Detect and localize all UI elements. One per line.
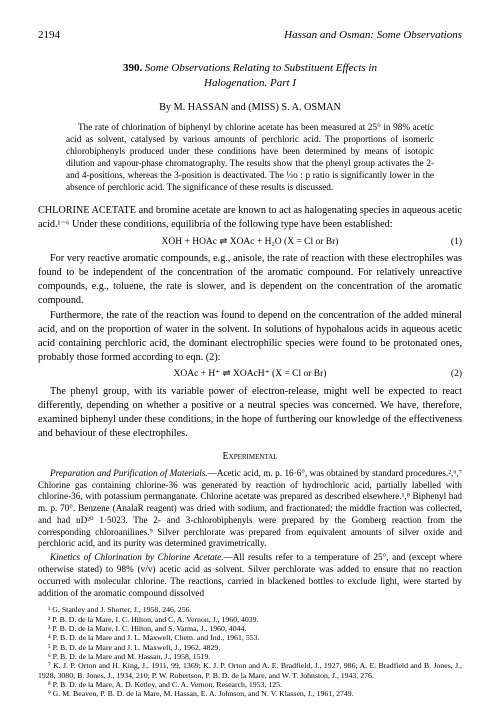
ref-item: ⁴ P. B. D. de la Mare and J. L. Maxwell,… [38, 633, 462, 642]
page-header: 2194 Hassan and Osman: Some Observations [38, 28, 462, 43]
eqn1-text: XOH + HOAc ⇌ XOAc + H₂O (X = Cl or Br) [162, 236, 339, 249]
page-number: 2194 [38, 28, 60, 43]
paper-title-line1: Some Observations Relating to Substituen… [145, 62, 377, 74]
ref-item: ⁶ P. B. D. de la Mare and M. Hassan, J.,… [38, 652, 462, 661]
ref-item: ¹ G. Stanley and J. Shorter, J., 1958, 2… [38, 605, 462, 614]
abstract: The rate of chlorination of biphenyl by … [66, 122, 434, 194]
ref-item: ³ P. B. D. de la Mare, I. C. Hilton, and… [38, 624, 462, 633]
eqn2-label: (2) [451, 368, 462, 381]
exp1-body: —Acetic acid, m. p. 16·6°, was obtained … [38, 468, 462, 549]
para1-lead: CHLORINE ACETATE [38, 205, 136, 216]
experimental-paragraph-2: Kinetics of Chlorination by Chlorine Ace… [38, 552, 462, 599]
body-paragraph-1: CHLORINE ACETATE and bromine acetate are… [38, 204, 462, 232]
body-paragraph-3: Furthermore, the rate of the reaction wa… [38, 309, 462, 364]
eqn2-text: XOAc + H⁺ ⇌ XOAcH⁺ (X = Cl or Br) [174, 368, 327, 381]
equation-1: XOH + HOAc ⇌ XOAc + H₂O (X = Cl or Br) (… [38, 236, 462, 249]
body-paragraph-2: For very reactive aromatic compounds, e.… [38, 252, 462, 307]
authors: By M. HASSAN and (MISS) S. A. OSMAN [38, 101, 462, 115]
section-head-experimental: Experimental [38, 450, 462, 464]
equation-2: XOAc + H⁺ ⇌ XOAcH⁺ (X = Cl or Br) (2) [38, 368, 462, 381]
paper-title-line2: Halogenation. Part I [204, 77, 296, 89]
ref-item: ⁸ P. B. D. de la Mare, A. D. Ketley, and… [38, 680, 462, 689]
experimental-paragraph-1: Preparation and Purification of Material… [38, 468, 462, 550]
paper-number: 390. [123, 62, 142, 74]
body-paragraph-4: The phenyl group, with its variable powe… [38, 385, 462, 440]
ref-item: ⁷ K. J. P. Orton and H. King, J., 1911, … [38, 661, 462, 680]
ref-item: ⁹ G. M. Beaven, P. B. D. de la Mare, M. … [38, 689, 462, 698]
ref-item: ⁵ P. B. D. de la Mare and J. L. Maxwell,… [38, 643, 462, 652]
running-head: Hassan and Osman: Some Observations [284, 28, 462, 43]
title-block: 390. Some Observations Relating to Subst… [38, 61, 462, 91]
ref-item: ² P. B. D. de la Mare, I. C. Hilton, and… [38, 615, 462, 624]
exp1-head: Preparation and Purification of Material… [50, 468, 208, 478]
eqn1-label: (1) [451, 236, 462, 249]
exp2-head: Kinetics of Chlorination by Chlorine Ace… [50, 552, 224, 562]
references: ¹ G. Stanley and J. Shorter, J., 1958, 2… [38, 605, 462, 698]
